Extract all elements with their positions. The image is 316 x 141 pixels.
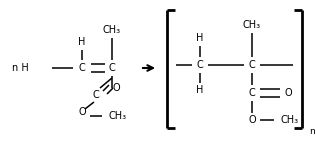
Text: C: C <box>93 90 99 100</box>
Text: H: H <box>78 37 86 47</box>
Text: n H: n H <box>12 63 29 73</box>
Text: C: C <box>249 88 255 98</box>
Text: C: C <box>197 60 204 70</box>
Text: H: H <box>196 33 204 43</box>
Text: C: C <box>109 63 115 73</box>
Text: H: H <box>196 85 204 95</box>
Text: O: O <box>248 115 256 125</box>
Text: C: C <box>79 63 85 73</box>
Text: O: O <box>112 83 120 93</box>
Text: CH₃: CH₃ <box>109 111 127 121</box>
Text: n: n <box>309 127 315 136</box>
Text: O: O <box>78 107 86 117</box>
Text: O: O <box>284 88 292 98</box>
Text: CH₃: CH₃ <box>103 25 121 35</box>
Text: CH₃: CH₃ <box>243 20 261 30</box>
Text: C: C <box>249 60 255 70</box>
Text: CH₃: CH₃ <box>281 115 299 125</box>
